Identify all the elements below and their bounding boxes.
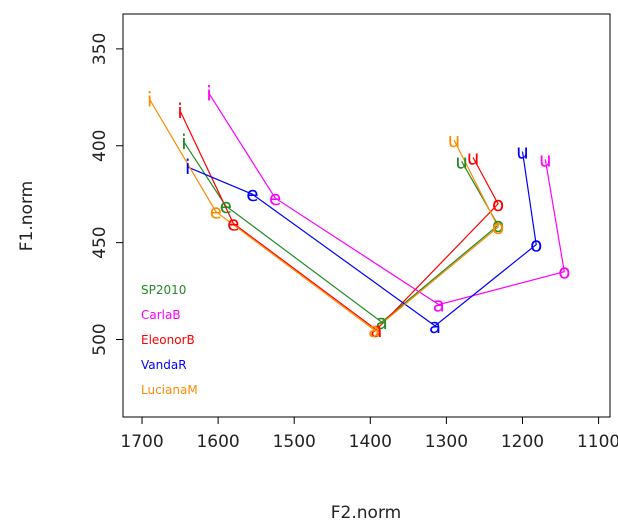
vowel-label-e: e <box>227 211 239 235</box>
vowel-label-a: a <box>433 293 445 317</box>
y-tick-label: 500 <box>90 323 110 355</box>
vowel-label-i: i <box>185 155 191 179</box>
vowel-label-e: e <box>246 182 258 206</box>
vowel-label-u: u <box>467 145 480 169</box>
vowel-label-e: e <box>210 200 222 224</box>
series-line-lucianam <box>149 98 499 331</box>
vowel-label-a: a <box>376 310 388 334</box>
vowel-label-o: o <box>530 233 542 257</box>
vowel-label-o: o <box>558 260 570 284</box>
x-axis: 1700 1600 1500 1400 1300 1200 1100 <box>120 417 618 452</box>
vowel-label-i: i <box>206 81 212 105</box>
x-tick-label: 1200 <box>501 432 544 452</box>
y-tick-label: 450 <box>90 226 110 258</box>
vowel-label-i: i <box>147 87 153 111</box>
x-tick-label: 1100 <box>577 432 618 452</box>
series-line-eleonorb <box>179 110 499 331</box>
legend-entry: VandaR <box>141 358 187 372</box>
x-axis-label: F2.norm <box>331 503 401 523</box>
vowel-label-a: a <box>368 318 380 342</box>
vowel-label-u: u <box>516 140 529 164</box>
plot-frame <box>122 13 611 418</box>
legend-entry: CarlaB <box>141 308 181 322</box>
legend-entry: LucianaM <box>141 383 198 397</box>
y-axis-label: F1.norm <box>17 181 37 251</box>
vowel-label-o: o <box>492 215 504 239</box>
x-tick-label: 1300 <box>425 432 468 452</box>
series-line-vandar <box>187 151 537 327</box>
x-tick-label: 1400 <box>349 432 392 452</box>
vowel-label-o: o <box>492 213 504 237</box>
series-line-carlab <box>208 93 565 306</box>
y-axis: 350 400 450 500 <box>90 33 123 356</box>
vowel-label-u: u <box>539 147 552 171</box>
series-lines <box>149 93 565 331</box>
x-tick-label: 1700 <box>120 432 163 452</box>
vowel-label-a: a <box>370 318 382 342</box>
vowel-label-o: o <box>492 192 504 216</box>
vowel-label-i: i <box>181 130 187 154</box>
x-tick-label: 1600 <box>196 432 239 452</box>
x-tick-label: 1500 <box>273 432 316 452</box>
legend: SP2010 CarlaB EleonorB VandaR LucianaM <box>141 283 198 397</box>
vowel-label-e: e <box>269 186 281 210</box>
vowel-label-a: a <box>429 314 441 338</box>
legend-entry: EleonorB <box>141 333 195 347</box>
vowel-label-i: i <box>177 99 183 123</box>
legend-entry: SP2010 <box>141 283 186 297</box>
vowel-label-e: e <box>220 194 232 218</box>
y-tick-label: 400 <box>90 130 110 162</box>
y-tick-label: 350 <box>90 33 110 65</box>
vowel-label-u: u <box>448 128 461 152</box>
vowel-label-u: u <box>455 149 468 173</box>
